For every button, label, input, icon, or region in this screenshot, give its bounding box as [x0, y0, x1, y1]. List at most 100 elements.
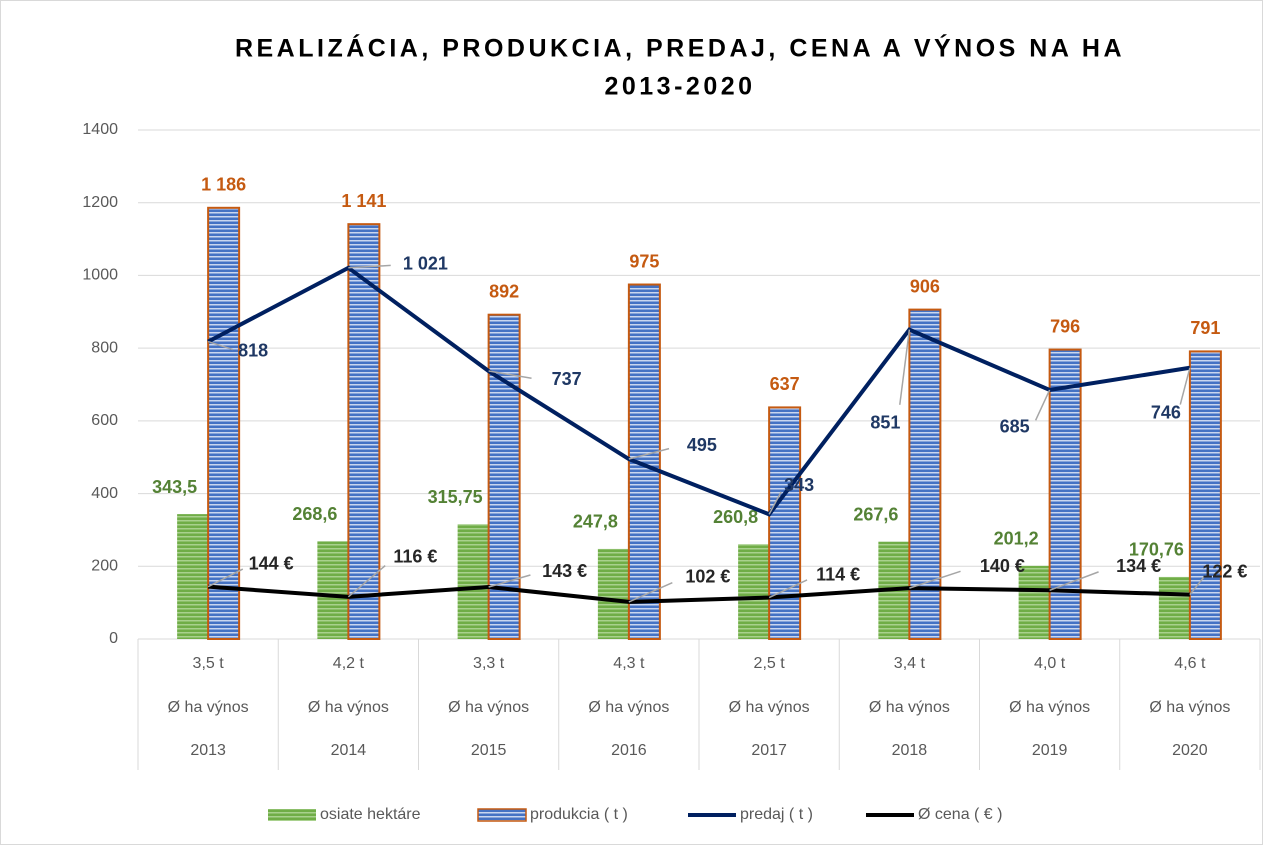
x-tick-label: Ø ha výnos [168, 699, 249, 716]
leader-line [628, 582, 673, 603]
bar [177, 514, 209, 639]
x-tick-label: 2015 [471, 742, 507, 759]
x-tick-label: 2017 [751, 742, 787, 759]
x-tick-label: 2016 [611, 742, 647, 759]
data-label: 343,5 [152, 477, 197, 497]
y-tick-label: 800 [91, 339, 118, 356]
data-label: 818 [238, 340, 268, 360]
data-label: 851 [870, 412, 900, 432]
leader-line [488, 574, 531, 588]
data-label: 114 € [816, 564, 860, 584]
bar [1048, 348, 1082, 640]
x-tick-label: Ø ha výnos [1149, 699, 1230, 716]
chart-title: REALIZÁCIA, PRODUKCIA, PREDAJ, CENA A VÝ… [235, 33, 1125, 63]
y-tick-label: 1400 [82, 121, 118, 138]
x-tick-label: 2019 [1032, 742, 1068, 759]
legend-label: produkcia ( t ) [530, 806, 628, 823]
x-tick-label: 2013 [190, 742, 226, 759]
leader-line [768, 491, 782, 515]
line-series [207, 265, 1191, 517]
data-label: 260,8 [713, 507, 758, 527]
data-label: 892 [489, 281, 519, 301]
legend-label: predaj ( t ) [740, 806, 813, 823]
bar [738, 544, 770, 639]
y-tick-label: 200 [91, 558, 118, 575]
legend-label: Ø cena ( € ) [918, 806, 1002, 823]
data-label: 975 [629, 251, 659, 271]
data-label: 140 € [980, 556, 1025, 576]
leader-line [1189, 576, 1205, 596]
bar [347, 223, 381, 640]
leader-line [348, 264, 391, 269]
x-tick-label: 3,3 t [473, 655, 505, 672]
leader-line [207, 340, 234, 351]
bar [1188, 350, 1222, 640]
data-label: 143 € [542, 561, 587, 581]
leader-line [768, 579, 808, 599]
leader-line [1034, 389, 1051, 421]
leader-line [909, 570, 961, 589]
y-tick-label: 0 [109, 630, 118, 647]
data-label: 796 [1050, 316, 1080, 336]
data-label: 201,2 [994, 529, 1039, 549]
data-label: 637 [770, 374, 800, 394]
bar [1158, 576, 1190, 639]
y-tick-label: 600 [91, 412, 118, 429]
x-tick-label: Ø ha výnos [729, 699, 810, 716]
data-label: 906 [910, 276, 940, 296]
bar [1018, 565, 1050, 639]
x-tick-label: 2014 [331, 742, 367, 759]
bar [597, 548, 629, 639]
x-tick-label: 4,0 t [1034, 655, 1066, 672]
x-tick-label: 2018 [892, 742, 928, 759]
leader-line [488, 370, 532, 379]
y-tick-label: 1200 [82, 194, 118, 211]
legend-label: osiate hektáre [320, 806, 421, 823]
data-label: 791 [1190, 318, 1220, 338]
data-label: 315,75 [428, 487, 483, 507]
x-tick-label: Ø ha výnos [448, 699, 529, 716]
bar [207, 206, 241, 640]
data-label: 102 € [685, 567, 730, 587]
legend-swatch [477, 808, 527, 822]
data-label: 737 [552, 369, 582, 389]
data-label: 122 € [1202, 561, 1247, 581]
leader-line [899, 329, 911, 405]
line-series [207, 584, 1190, 604]
data-label: 144 € [249, 553, 294, 573]
data-label: 343 [784, 475, 814, 495]
x-tick-label: Ø ha výnos [588, 699, 669, 716]
bar [457, 524, 489, 639]
data-label: 746 [1151, 403, 1181, 423]
data-label: 1 141 [341, 191, 386, 211]
x-tick-label: 2,5 t [754, 655, 786, 672]
data-label: 268,6 [292, 504, 337, 524]
y-tick-label: 1000 [82, 267, 118, 284]
bar [908, 308, 942, 640]
x-tick-label: 3,5 t [193, 655, 225, 672]
leader-line [347, 565, 386, 598]
x-tick-label: 4,2 t [333, 655, 365, 672]
leader-line [628, 447, 670, 460]
data-label: 247,8 [573, 512, 618, 532]
data-label: 1 021 [403, 254, 448, 274]
x-tick-label: 3,4 t [894, 655, 926, 672]
leader-line [1179, 367, 1191, 405]
data-label: 1 186 [201, 175, 246, 195]
legend-swatch [268, 809, 316, 821]
x-tick-label: Ø ha výnos [308, 699, 389, 716]
x-tick-label: 4,6 t [1174, 655, 1206, 672]
bar [317, 541, 349, 639]
x-tick-label: 2020 [1172, 742, 1208, 759]
leader-line [1049, 571, 1099, 591]
x-tick-label: Ø ha výnos [1009, 699, 1090, 716]
leader-line [207, 568, 244, 588]
x-tick-label: 4,3 t [613, 655, 645, 672]
data-label: 267,6 [853, 504, 898, 524]
data-label: 170,76 [1129, 540, 1184, 560]
data-label: 134 € [1116, 556, 1161, 576]
data-label: 495 [687, 435, 717, 455]
x-tick-label: Ø ha výnos [869, 699, 950, 716]
data-label: 685 [1000, 417, 1030, 437]
